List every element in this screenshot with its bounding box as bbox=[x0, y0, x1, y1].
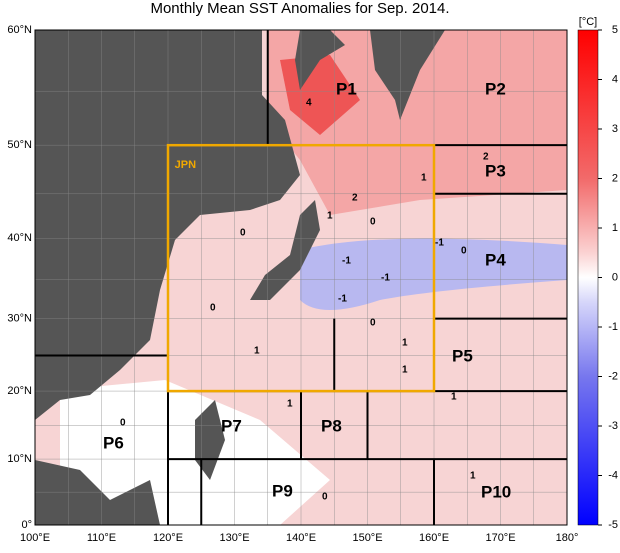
x-label: 100°E bbox=[20, 532, 50, 544]
colorbar-label: -1 bbox=[608, 321, 618, 333]
colorbar-label: -5 bbox=[608, 519, 618, 531]
y-label: 50°N bbox=[7, 139, 32, 151]
colorbar-unit: [°C] bbox=[579, 16, 597, 28]
jpn-box bbox=[166, 143, 436, 393]
colorbar-label: 5 bbox=[612, 24, 618, 36]
colorbar-label: 4 bbox=[612, 73, 618, 85]
contour-label: 0 bbox=[461, 246, 467, 257]
x-label: 170°E bbox=[485, 532, 515, 544]
colorbar-label: -2 bbox=[608, 370, 618, 382]
contour-label: 0 bbox=[120, 418, 126, 429]
contour-label: -1 bbox=[338, 294, 347, 305]
jpn-label: JPN bbox=[175, 159, 196, 171]
colorbar-label: 1 bbox=[612, 222, 618, 234]
x-label: 140°E bbox=[286, 532, 316, 544]
colorbar-label: -4 bbox=[608, 469, 618, 481]
region-label: P4 bbox=[485, 250, 506, 269]
region-label: P1 bbox=[336, 79, 357, 98]
map-frame bbox=[34, 29, 568, 526]
okhotsk-coast bbox=[295, 30, 345, 90]
x-label: 110°E bbox=[87, 532, 116, 544]
contour-label: 0 bbox=[322, 492, 328, 503]
region-label: P6 bbox=[103, 433, 124, 452]
colorbar bbox=[577, 29, 599, 526]
contour-label: 1 bbox=[287, 399, 293, 410]
region-label: P2 bbox=[485, 79, 506, 98]
y-label: 20°N bbox=[7, 385, 32, 397]
contour-label: 4 bbox=[306, 98, 312, 109]
region-label: P3 bbox=[485, 161, 506, 180]
contour-label: -1 bbox=[381, 273, 390, 284]
colorbar-label: 0 bbox=[612, 271, 618, 283]
kamchatka bbox=[370, 30, 445, 120]
contour-label: -1 bbox=[435, 238, 444, 249]
y-label: 30°N bbox=[7, 312, 32, 324]
contour-label: 1 bbox=[402, 338, 408, 349]
y-label: 10°N bbox=[7, 453, 32, 465]
contour-label: 1 bbox=[421, 173, 427, 184]
x-label: 130°E bbox=[219, 532, 249, 544]
contour-label: 1 bbox=[451, 392, 457, 403]
contour-label: 1 bbox=[402, 365, 408, 376]
title: Monthly Mean SST Anomalies for Sep. 2014… bbox=[150, 0, 449, 17]
contour-label: 2 bbox=[483, 152, 489, 163]
contour-label: 2 bbox=[352, 193, 358, 204]
contour-label: 0 bbox=[370, 318, 376, 329]
region-label: P9 bbox=[272, 481, 293, 500]
y-label: 60°N bbox=[7, 24, 32, 36]
contour-label: 1 bbox=[254, 346, 260, 357]
x-label: 180° bbox=[556, 532, 579, 544]
indonesia bbox=[35, 460, 160, 525]
region-label: P10 bbox=[481, 482, 511, 501]
y-label: 40°N bbox=[7, 232, 32, 244]
japan bbox=[250, 200, 320, 300]
x-label: 120°E bbox=[153, 532, 183, 544]
x-label: 150°E bbox=[352, 532, 382, 544]
region-label: P5 bbox=[452, 346, 473, 365]
colorbar-label: 3 bbox=[612, 123, 618, 135]
y-label: 0° bbox=[21, 519, 32, 531]
region-label: P7 bbox=[221, 416, 242, 435]
contour-label: 1 bbox=[327, 211, 333, 222]
contour-label: -1 bbox=[342, 256, 351, 267]
contour-label: 0 bbox=[240, 228, 246, 239]
colorbar-label: -3 bbox=[608, 420, 618, 432]
x-label: 160°E bbox=[419, 532, 449, 544]
colorbar-label: 2 bbox=[612, 172, 618, 184]
contour-label: 1 bbox=[470, 471, 476, 482]
region-label: P8 bbox=[321, 416, 342, 435]
contour-label: 0 bbox=[210, 303, 216, 314]
contour-label: 0 bbox=[370, 217, 376, 228]
